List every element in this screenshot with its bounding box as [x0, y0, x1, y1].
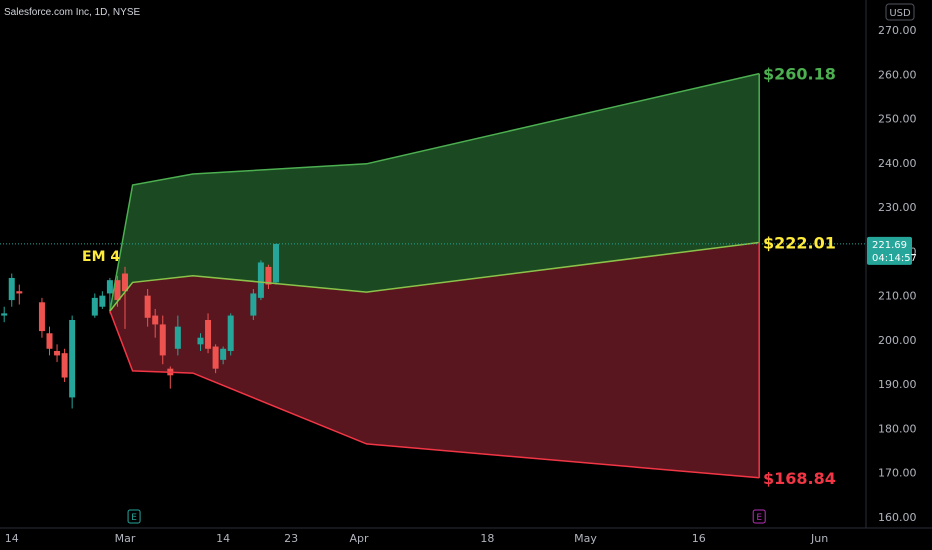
price-tick-label: 210.00	[878, 290, 917, 303]
time-axis[interactable]: 14 Mar 14 23 Apr 18 May 16 Jun	[5, 532, 828, 545]
price-tick-label: 200.00	[878, 334, 917, 347]
event-letter: E	[131, 513, 137, 523]
price-tick-label: 260.00	[878, 68, 917, 81]
candle-body	[69, 320, 76, 398]
upper-expected-move-fill	[109, 73, 760, 312]
candle-body	[38, 302, 45, 332]
price-tick-label: 180.00	[878, 422, 917, 435]
event-letter: E	[756, 513, 762, 523]
earnings-marker[interactable]: E	[127, 509, 141, 524]
time-tick-label: Mar	[115, 532, 136, 545]
currency-button[interactable]: USD	[885, 3, 915, 21]
time-tick-label: Jun	[810, 532, 828, 545]
candle-body	[114, 280, 121, 301]
lower-expected-move-line	[109, 310, 760, 479]
price-tick-label: 230.00	[878, 201, 917, 214]
candle-body	[265, 266, 272, 285]
candle-body	[16, 291, 23, 294]
candle-body	[46, 333, 53, 349]
chart-title: Salesforce.com Inc, 1D, NYSE	[4, 7, 140, 18]
time-tick-label: May	[574, 532, 597, 545]
event-box	[127, 509, 141, 524]
expected-move-fills	[109, 73, 760, 478]
candle-body	[250, 293, 257, 316]
candle-body	[227, 315, 234, 351]
time-tick-label: 14	[5, 532, 19, 545]
time-tick-label: 18	[480, 532, 494, 545]
candle-body	[174, 326, 181, 349]
candle-body	[212, 346, 219, 369]
upper-target-label: $260.18	[763, 65, 836, 84]
candle-body	[257, 262, 264, 298]
candle-body	[8, 277, 15, 301]
last-price-badge: 221.69 04:14:57	[867, 236, 917, 265]
candle-body	[91, 297, 98, 316]
candle-body	[273, 243, 279, 283]
svg-text:04:14:57: 04:14:57	[872, 253, 917, 264]
price-tick-label: 190.00	[878, 378, 917, 391]
price-axis[interactable]: 270.00260.00250.00240.00230.00220.00210.…	[878, 24, 917, 524]
price-tick-label: 250.00	[878, 113, 917, 126]
earnings-marker[interactable]: E	[752, 509, 766, 524]
svg-text:USD: USD	[889, 8, 911, 19]
event-box	[752, 509, 766, 524]
upper-expected-move-line	[109, 72, 760, 312]
candle-body	[106, 280, 113, 294]
price-tick-label: 170.00	[878, 467, 917, 480]
mid-target-label: $222.01	[763, 234, 836, 253]
mid-expected-move-line	[109, 241, 760, 312]
price-tick-label: 270.00	[878, 24, 917, 37]
candle-body	[152, 315, 159, 325]
candle-body	[197, 337, 204, 345]
candle-body	[99, 295, 106, 307]
lower-expected-move-fill	[109, 242, 760, 478]
time-tick-label: 16	[692, 532, 706, 545]
time-tick-label: 23	[284, 532, 298, 545]
candle-body	[122, 273, 128, 292]
expected-move-lines	[109, 72, 760, 479]
time-tick-label: 14	[216, 532, 230, 545]
candle-body	[144, 295, 151, 318]
candlestick-series	[1, 243, 279, 409]
candle-body	[1, 313, 8, 316]
lower-target-label: $168.84	[763, 469, 836, 488]
candle-body	[54, 350, 61, 356]
candle-body	[159, 324, 166, 356]
candle-body	[61, 353, 68, 378]
candle-body	[205, 320, 212, 349]
svg-text:221.69: 221.69	[872, 240, 907, 251]
candle-body	[220, 348, 227, 360]
em-label: EM 4	[82, 249, 120, 265]
price-tick-label: 160.00	[878, 511, 917, 524]
time-tick-label: Apr	[350, 532, 370, 545]
price-tick-label: 240.00	[878, 157, 917, 170]
